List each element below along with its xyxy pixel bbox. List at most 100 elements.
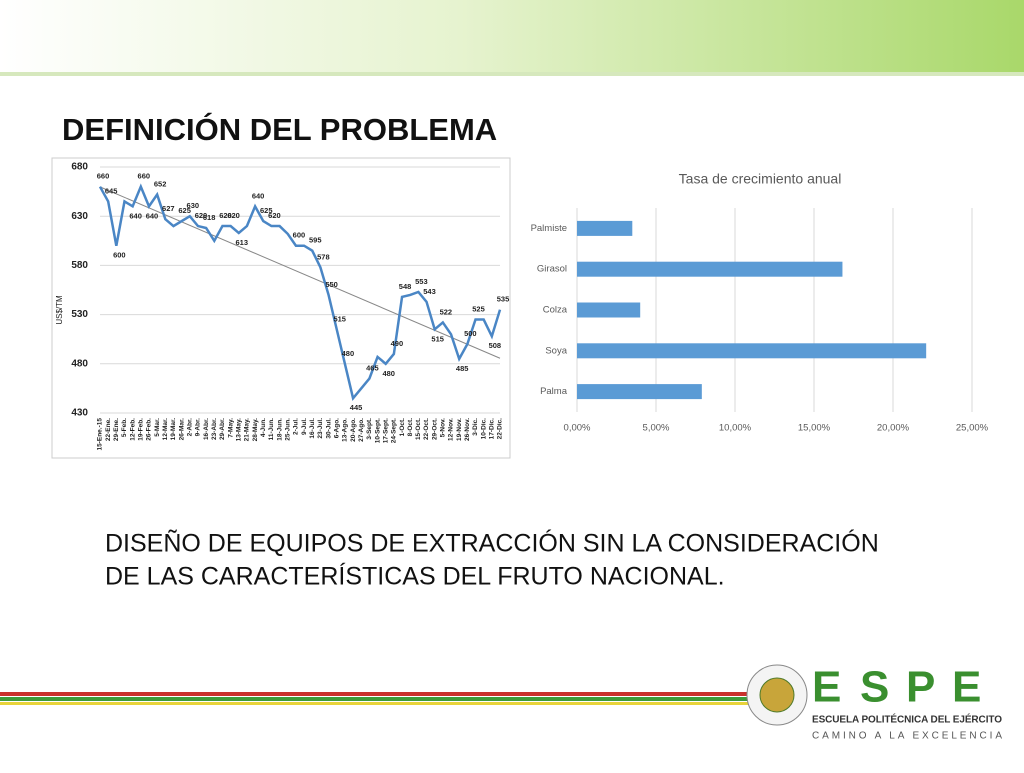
data-label: 548: [399, 282, 412, 291]
data-label: 625: [260, 206, 273, 215]
slide-title: DEFINICIÓN DEL PROBLEMA: [62, 111, 497, 147]
data-label: 618: [203, 213, 216, 222]
x-tick-label: 4-Jun.: [260, 418, 267, 437]
y-tick-label: Colza: [543, 305, 568, 316]
stripe: [0, 697, 750, 701]
data-label: 600: [293, 231, 306, 240]
x-tick-label: 9-Abr.: [195, 418, 202, 437]
bar: [577, 343, 927, 359]
x-tick-label: 16-Abr.: [203, 418, 210, 440]
data-label: 645: [105, 186, 118, 195]
data-label: 620: [219, 211, 232, 220]
x-tick-label: 9-Jul.: [301, 418, 308, 435]
y-tick-label: 630: [71, 211, 88, 222]
x-tick-label: 17-Dic.: [489, 418, 496, 440]
data-label: 613: [236, 238, 249, 247]
header-line: [0, 72, 1024, 76]
x-tick-label: 26-Mar.: [178, 418, 185, 441]
data-label: 627: [162, 204, 175, 213]
x-tick-label: 23-Jul.: [317, 418, 324, 439]
y-tick-label: 530: [71, 309, 88, 320]
data-label: 490: [391, 339, 404, 348]
x-tick-label: 25,00%: [956, 423, 989, 434]
data-label: 550: [325, 280, 338, 289]
logo-motto: CAMINO A LA EXCELENCIA: [812, 731, 1002, 742]
data-label: 522: [440, 307, 453, 316]
data-label: 445: [350, 403, 363, 412]
data-label: 652: [154, 180, 167, 189]
data-label: 543: [423, 287, 436, 296]
x-tick-label: 5-Mar.: [154, 418, 161, 437]
x-tick-label: 22-Dic.: [497, 418, 504, 440]
x-tick-label: 24-Sept.: [391, 418, 398, 443]
x-tick-label: 6-Ago.: [333, 418, 340, 438]
x-tick-label: 0,00%: [564, 423, 591, 434]
y-tick-label: Soya: [545, 345, 567, 356]
y-tick-label: Palmiste: [531, 223, 567, 234]
x-tick-label: 20,00%: [877, 423, 910, 434]
stripe: [0, 692, 750, 696]
x-tick-label: 13-Ago.: [342, 418, 349, 442]
logo-letter: P: [906, 663, 935, 712]
data-label: 515: [431, 334, 444, 343]
x-tick-label: 8-Oct.: [407, 418, 414, 437]
body-line: DE LAS CARACTERÍSTICAS DEL FRUTO NACIONA…: [105, 562, 725, 591]
data-label: 640: [129, 211, 142, 220]
x-tick-label: 1-Oct.: [399, 418, 406, 437]
logo-letter: S: [860, 663, 889, 712]
x-tick-label: 15-Ene.-15: [97, 418, 104, 451]
x-tick-label: 12-Mar.: [162, 418, 169, 441]
x-tick-label: 23-Abr.: [211, 418, 218, 440]
x-tick-label: 30-Jul.: [325, 418, 332, 439]
logo-letter: E: [812, 663, 841, 712]
data-label: 508: [489, 341, 502, 350]
stripe: [0, 702, 750, 705]
x-tick-label: 26-Nov.: [464, 418, 471, 441]
x-tick-label: 12-Nov.: [448, 418, 455, 441]
x-tick-label: 7-May.: [227, 418, 234, 438]
chart-title: Tasa de crecimiento anual: [679, 171, 842, 187]
x-tick-label: 2-Abr.: [187, 418, 194, 437]
data-label: 660: [138, 172, 151, 181]
y-tick-label: 680: [71, 162, 88, 173]
data-label: 640: [146, 211, 159, 220]
data-label: 600: [113, 251, 126, 260]
data-label: 500: [464, 329, 477, 338]
data-label: 620: [195, 211, 208, 220]
trendline: [99, 186, 501, 359]
x-tick-label: 29-Ene.: [113, 418, 120, 441]
x-tick-label: 22-Oct.: [423, 418, 430, 440]
x-tick-label: 18-Jun.: [276, 418, 283, 441]
bar: [577, 384, 702, 400]
x-tick-label: 2-Jul.: [293, 418, 300, 435]
x-tick-label: 29-Oct.: [431, 418, 438, 440]
data-label: 480: [382, 369, 395, 378]
data-label: 625: [178, 206, 191, 215]
y-tick-label: 580: [71, 260, 88, 271]
x-tick-label: 19-Feb.: [138, 418, 145, 441]
data-label: 660: [97, 172, 110, 181]
data-label: 553: [415, 277, 428, 286]
x-tick-label: 5-Feb.: [121, 418, 128, 437]
data-label: 485: [456, 364, 469, 373]
x-tick-label: 10,00%: [719, 423, 752, 434]
x-tick-label: 19-Nov.: [456, 418, 463, 441]
logo-name: ESCUELA POLITÉCNICA DEL EJÉRCITO: [812, 713, 1002, 726]
x-tick-label: 22-Ene.: [105, 418, 112, 441]
x-tick-label: 3-Dic.: [472, 418, 479, 436]
data-label: 640: [252, 191, 265, 200]
data-label: 595: [309, 236, 322, 245]
price-line: [98, 183, 502, 401]
x-tick-label: 26-Feb.: [146, 418, 153, 441]
x-tick-label: 16-Jul.: [309, 418, 316, 439]
x-tick-label: 11-Jun.: [268, 418, 275, 441]
x-tick-label: 13-May.: [235, 418, 242, 442]
x-tick-label: 20-Ago.: [350, 418, 357, 442]
y-tick-label: Palma: [540, 386, 568, 397]
x-tick-label: 19-Mar.: [170, 418, 177, 441]
x-tick-label: 25-Jun.: [284, 418, 291, 441]
data-label: 630: [187, 201, 200, 210]
data-label: 525: [472, 305, 485, 314]
x-tick-label: 17-Sept.: [382, 418, 389, 443]
logo-emblem: [759, 677, 795, 713]
